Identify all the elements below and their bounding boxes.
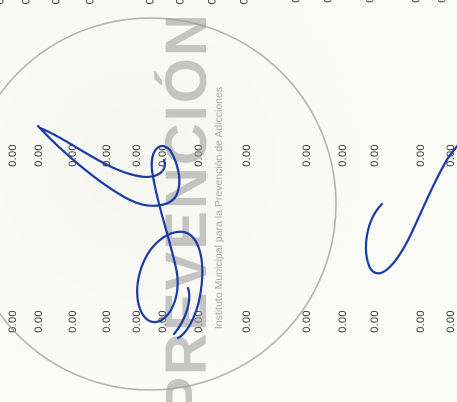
value-cell: 0.00 [240, 310, 253, 333]
value-cell: 0.00 [32, 310, 45, 333]
value-cell: 0 [411, 0, 423, 3]
value-cell: 0 [437, 0, 449, 3]
value-cell: 0. [20, 0, 32, 4]
value-cell: 0. [206, 0, 218, 4]
value-cell: 0. [50, 0, 62, 4]
value-cell: 0.00 [368, 310, 381, 333]
value-cell: 0.00 [100, 310, 113, 333]
value-cell: 0.00 [444, 310, 457, 333]
value-cell: 0 [365, 0, 377, 3]
value-cell: 0.00 [32, 144, 45, 167]
value-cell: 0.00 [414, 144, 427, 167]
value-cell: 0. [174, 0, 186, 4]
value-cell: 0.00 [300, 144, 313, 167]
value-cell: 0.00 [336, 310, 349, 333]
signature-stroke [36, 124, 204, 340]
value-cell: 0.00 [130, 310, 143, 333]
value-cell: 0.00 [100, 144, 113, 167]
value-cell: 0.00 [6, 310, 19, 333]
value-cell: 0. [144, 0, 156, 4]
stamp-title: PREVENCIÓN [154, 12, 219, 402]
value-cell: 0 [323, 0, 335, 3]
value-cell: 0.00 [66, 144, 79, 167]
stamp-subtitle: Instituto Municipal para la Prevención d… [213, 87, 225, 329]
value-cell: 0.00 [336, 144, 349, 167]
value-cell: 0.00 [156, 310, 169, 333]
value-cell: 0.00 [240, 144, 253, 167]
value-cell: 0 [291, 0, 303, 3]
stamp-title-group: PREVENCIÓN [154, 12, 219, 402]
value-cell: 0.00 [130, 144, 143, 167]
signature-stroke [172, 286, 191, 336]
value-cell: 0.00 [6, 144, 19, 167]
value-cell: 0. [84, 0, 96, 4]
value-cell: 0.00 [444, 144, 457, 167]
stamp-outer-ring [0, 17, 337, 391]
stamp-subtitle-group: Instituto Municipal para la Prevención d… [213, 87, 225, 329]
value-cell: 0.00 [192, 144, 205, 167]
value-cell: 0.00 [368, 144, 381, 167]
value-cell: 0. [0, 0, 6, 4]
value-cell: 0.00 [156, 144, 169, 167]
value-cell: 0. [238, 0, 250, 4]
value-cell: 0.00 [192, 310, 205, 333]
value-cell: 0.00 [414, 310, 427, 333]
value-cell: 0.00 [300, 310, 313, 333]
value-cell: 0.00 [66, 310, 79, 333]
